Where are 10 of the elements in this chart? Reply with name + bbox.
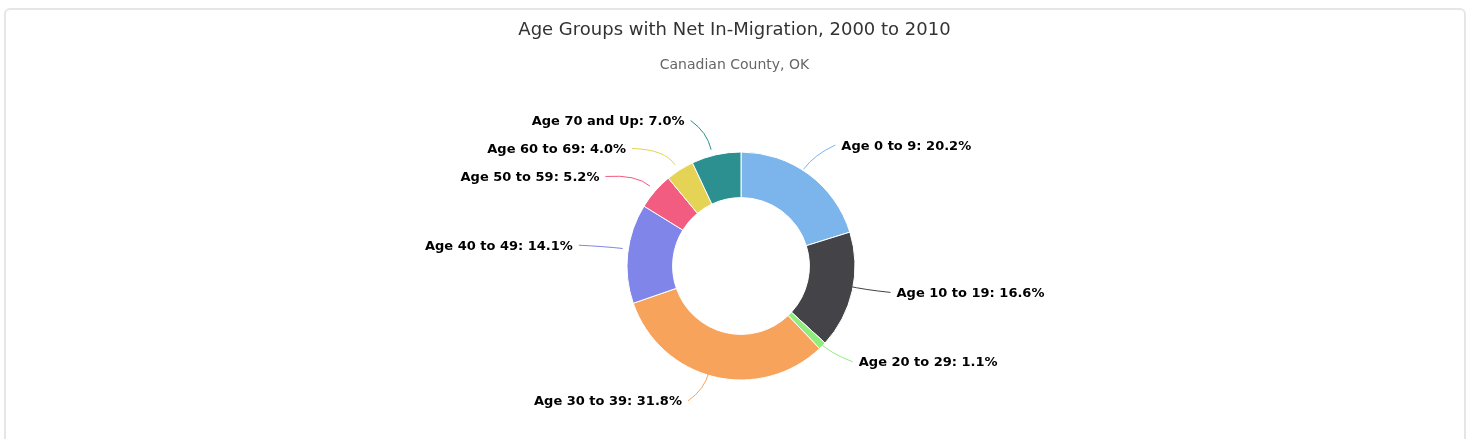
- slice-label: Age 70 and Up: 7.0%: [531, 112, 685, 128]
- chart-subtitle: Canadian County, OK: [658, 55, 811, 73]
- slice-label: Age 60 to 69: 4.0%: [487, 140, 627, 156]
- chart-title: Age Groups with Net In-Migration, 2000 to 2010: [517, 18, 952, 40]
- slice-label: Age 50 to 59: 5.2%: [460, 168, 600, 184]
- slice-label: Age 20 to 29: 1.1%: [858, 354, 998, 370]
- slice-label: Age 10 to 19: 16.6%: [896, 284, 1045, 300]
- slice-label: Age 40 to 49: 14.1%: [424, 237, 573, 253]
- slice-label: Age 30 to 39: 31.8%: [534, 393, 682, 409]
- slice-label: Age 0 to 9: 20.2%: [841, 137, 972, 153]
